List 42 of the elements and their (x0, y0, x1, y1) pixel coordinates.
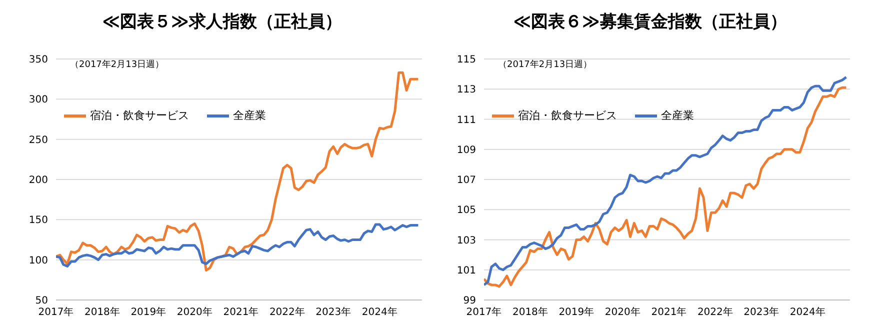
x-tick-label: 2021年 (223, 306, 259, 318)
y-tick-label: 200 (28, 175, 48, 186)
y-tick-label: 105 (456, 205, 476, 216)
x-tick-label: 2024年 (790, 306, 826, 318)
legend-label: 宿泊・飲食サービス (518, 108, 617, 123)
x-tick-label: 2018年 (84, 306, 120, 318)
y-tick-label: 113 (456, 84, 476, 96)
x-tick-label: 2022年 (697, 306, 733, 318)
legend-label: 全産業 (661, 108, 694, 123)
annotation: （2017年2月13日週） (70, 58, 164, 71)
y-tick-label: 50 (35, 296, 48, 307)
x-tick-label: 2020年 (176, 306, 212, 318)
x-tick-label: 2017年 (38, 306, 74, 318)
x-tick-label: 2024年 (362, 306, 398, 318)
x-tick-label: 2021年 (651, 306, 687, 318)
legend-label: 全産業 (233, 108, 266, 123)
x-tick-label: 2018年 (512, 306, 548, 318)
chart-title: ≪図表６≫募集賃金指数（正社員） (512, 11, 788, 34)
x-tick-label: 2023年 (316, 306, 352, 318)
y-tick-label: 111 (456, 114, 476, 126)
legend-label: 宿泊・飲食サービス (90, 108, 189, 123)
x-tick-label: 2017年 (466, 306, 502, 318)
y-tick-label: 115 (456, 54, 476, 66)
y-tick-label: 250 (28, 134, 48, 146)
y-tick-label: 350 (28, 54, 48, 66)
chart-title: ≪図表５≫求人指数（正社員） (101, 11, 343, 34)
x-tick-label: 2019年 (130, 306, 166, 318)
x-tick-label: 2020年 (604, 306, 640, 318)
annotation: （2017年2月13日週） (498, 58, 592, 71)
y-tick-label: 99 (463, 296, 476, 307)
y-tick-label: 101 (456, 265, 476, 276)
y-tick-label: 103 (456, 235, 476, 246)
y-tick-label: 100 (28, 255, 48, 266)
y-tick-label: 107 (456, 175, 476, 186)
x-tick-label: 2019年 (558, 306, 594, 318)
y-tick-label: 300 (28, 94, 48, 106)
y-tick-label: 109 (456, 144, 476, 156)
x-tick-label: 2023年 (744, 306, 780, 318)
line-series (56, 223, 420, 268)
x-tick-label: 2022年 (269, 306, 305, 318)
y-tick-label: 150 (28, 215, 48, 226)
line-series (56, 71, 420, 272)
